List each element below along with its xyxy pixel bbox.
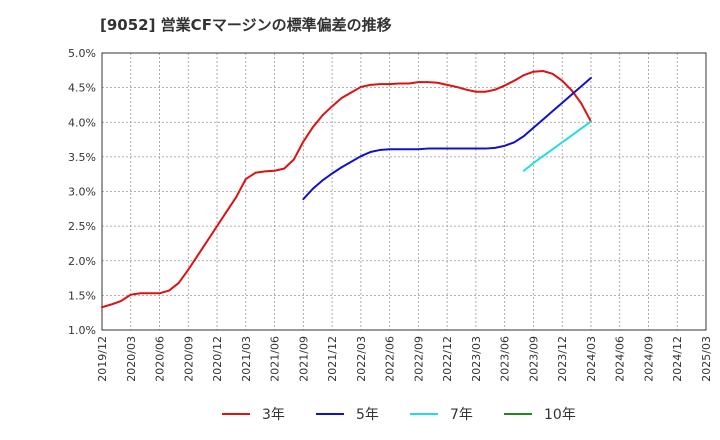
x-tick-label: 2021/06 bbox=[269, 336, 282, 382]
series-line-7年 bbox=[522, 120, 592, 172]
legend-label: 7年 bbox=[450, 407, 473, 423]
x-tick-label: 2022/03 bbox=[355, 336, 368, 382]
x-tick-label: 2023/06 bbox=[499, 336, 512, 382]
x-tick-label: 2021/09 bbox=[297, 336, 310, 382]
x-tick-label: 2025/03 bbox=[700, 336, 713, 382]
y-tick-label: 5.0% bbox=[68, 47, 96, 60]
x-tick-label: 2020/06 bbox=[154, 336, 167, 382]
x-tick-label: 2024/03 bbox=[585, 336, 598, 382]
series-line-5年 bbox=[302, 76, 592, 201]
y-tick-label: 1.5% bbox=[68, 289, 96, 302]
x-tick-label: 2023/09 bbox=[527, 336, 540, 382]
y-tick-label: 2.5% bbox=[68, 220, 96, 233]
x-tick-label: 2022/06 bbox=[384, 336, 397, 382]
x-tick-label: 2023/03 bbox=[470, 336, 483, 382]
y-tick-label: 3.5% bbox=[68, 151, 96, 164]
y-tick-label: 1.0% bbox=[68, 324, 96, 337]
y-tick-label: 3.0% bbox=[68, 186, 96, 199]
x-tick-label: 2022/09 bbox=[412, 336, 425, 382]
x-tick-label: 2023/12 bbox=[556, 336, 569, 382]
x-tick-label: 2024/09 bbox=[642, 336, 655, 382]
series-layer bbox=[101, 70, 592, 309]
x-tick-label: 2020/12 bbox=[211, 336, 224, 382]
x-tick-label: 2019/12 bbox=[96, 336, 109, 382]
y-axis: 1.0% 1.5% 2.0% 2.5% 3.0% 3.5% 4.0% 4.5% 5.0% bbox=[68, 47, 96, 337]
x-tick-label: 2021/03 bbox=[240, 336, 253, 382]
plot-frame bbox=[101, 52, 707, 331]
legend-label: 3年 bbox=[262, 407, 285, 423]
legend-label: 5年 bbox=[356, 407, 379, 423]
x-tick-label: 2024/12 bbox=[671, 336, 684, 382]
x-tick-label: 2020/03 bbox=[125, 336, 138, 382]
x-tick-label: 2020/09 bbox=[182, 336, 195, 382]
x-axis: 2019/12 2020/03 2020/06 2020/09 2020/12 2021/… bbox=[96, 336, 713, 382]
y-tick-label: 2.0% bbox=[68, 255, 96, 268]
y-tick-label: 4.5% bbox=[68, 82, 96, 95]
x-tick-label: 2024/06 bbox=[614, 336, 627, 382]
x-tick-label: 2022/12 bbox=[441, 336, 454, 382]
x-tick-label: 2021/12 bbox=[326, 336, 339, 382]
legend: 3年 5年 7年 10年 bbox=[222, 407, 576, 423]
legend-label: 10年 bbox=[544, 407, 576, 423]
chart-title: [9052] 営業CFマージンの標準偏差の推移 bbox=[100, 16, 392, 34]
y-tick-label: 4.0% bbox=[68, 116, 96, 129]
series-line-3年 bbox=[101, 70, 592, 309]
